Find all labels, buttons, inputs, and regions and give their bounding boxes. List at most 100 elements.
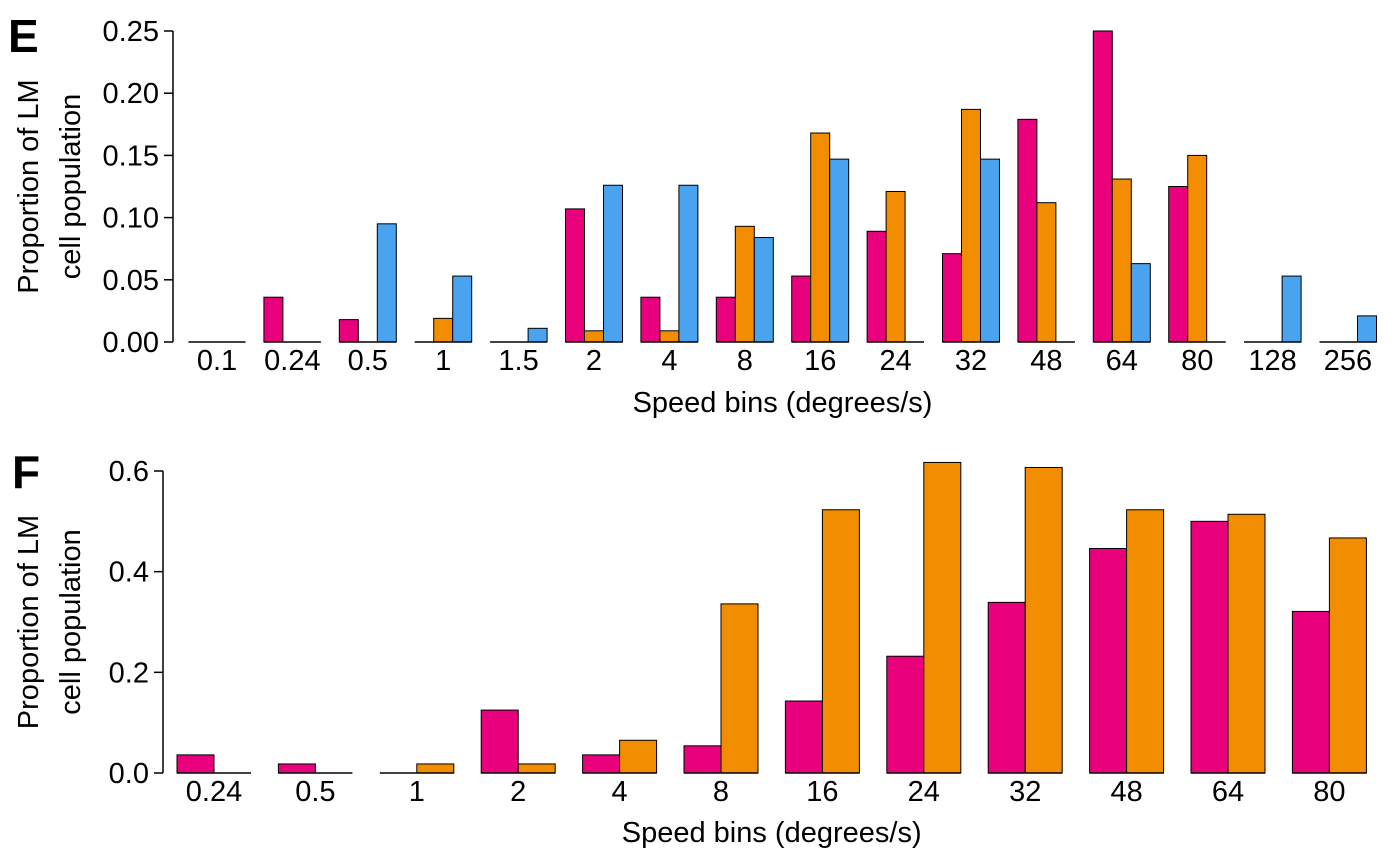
x-tick-label: 64 [1212,776,1244,808]
y-tick-label: 0.2 [109,657,149,689]
bar-80-series-2 [1328,537,1367,774]
bar-16-series-2 [810,132,831,343]
y-tick-label: 0.25 [103,16,159,48]
bar-80-series-1 [1168,186,1189,343]
bar-48-series-1 [1089,548,1128,774]
x-tick-label: 32 [955,345,987,377]
x-tick-label: 128 [1248,345,1296,377]
bar-32-series-1 [942,253,962,343]
bar-64-series-2 [1227,513,1266,774]
x-tick-label: 0.5 [348,345,388,377]
bar-16-series-2 [821,509,860,774]
bar-2-series-1 [480,709,519,774]
bar-8-series-2 [720,603,759,774]
x-tick-label: 32 [1009,776,1041,808]
bar-2-series-3 [603,184,623,343]
bar-0.24-series-1 [263,296,284,343]
bar-32-series-2 [1024,466,1063,774]
bar-16-series-1 [791,275,812,343]
x-tick-label: 2 [586,345,602,377]
bar-32-series-1 [987,601,1026,774]
bar-24-series-1 [866,230,887,343]
y-tick-label: 0.05 [103,265,159,297]
bar-8-series-1 [715,296,736,343]
bar-80-series-1 [1291,610,1330,774]
bar-0.5-series-3 [376,223,397,343]
bar-24-series-2 [923,461,962,774]
x-tick-label: 16 [804,345,836,377]
x-tick-label: 64 [1106,345,1138,377]
panel-letter: E [8,10,39,62]
x-tick-label: 0.24 [264,345,320,377]
x-tick-label: 48 [1030,345,1062,377]
bar-32-series-3 [980,158,1000,343]
y-tick-label: 0.15 [103,140,159,172]
x-axis-label: Speed bins (degrees/s) [622,817,922,849]
bar-24-series-2 [885,190,906,343]
bar-2-series-2 [517,763,556,774]
y-tick-label: 0.4 [109,557,149,589]
bar-8-series-1 [683,745,722,774]
y-tick-label: 0.00 [103,327,159,359]
bar-64-series-1 [1190,520,1229,774]
x-tick-label: 1 [435,345,451,377]
x-tick-label: 4 [612,776,628,808]
bar-48-series-2 [1036,202,1057,343]
bar-2-series-2 [584,330,604,343]
x-tick-label: 80 [1181,345,1213,377]
bar-4-series-2 [619,739,658,774]
bar-0.24-series-1 [176,754,215,774]
bar-16-series-1 [784,700,823,774]
x-tick-label: 48 [1110,776,1142,808]
bar-4-series-1 [582,754,621,774]
bar-2-series-1 [565,208,585,343]
bar-1-series-3 [452,275,473,343]
bar-4-series-1 [640,296,661,343]
x-tick-label: 1.5 [498,345,538,377]
x-tick-label: 0.5 [295,776,335,808]
bar-64-series-1 [1092,30,1113,343]
y-tick-label: 0.10 [103,203,159,235]
panel-letter: F [12,446,40,498]
bar-8-series-3 [753,237,774,343]
x-tick-label: 24 [908,776,940,808]
bar-1-series-2 [433,317,454,343]
panel-f-chart: F0.24 0.5 1 2 4 8 16 24 32 48 64 800.00.20.40.6Spee… [12,446,1367,849]
bar-0.5-series-1 [277,763,316,774]
bar-128-series-3 [1281,275,1302,343]
x-tick-label: 24 [879,345,911,377]
x-tick-label: 0.1 [197,345,237,377]
x-axis-label: Speed bins (degrees/s) [633,387,933,419]
x-tick-label: 8 [737,345,753,377]
bar-80-series-2 [1187,154,1208,343]
bar-1.5-series-3 [527,327,548,343]
x-tick-label: 0.24 [186,776,242,808]
y-tick-label: 0.0 [109,758,149,790]
y-axis-label: Proportion of LM [13,79,45,293]
y-axis-label: Proportion of LM [13,515,45,729]
x-tick-label: 80 [1313,776,1345,808]
x-tick-label: 256 [1324,345,1372,377]
panel-e-chart: E0.1 0.24 0.5 1 1.5 2 4 8 16 24 32 48 64 80 128 2560.00… [8,10,1377,419]
x-tick-label: 16 [806,776,838,808]
y-axis-label: cell population [55,94,87,279]
bar-8-series-2 [734,225,755,343]
bar-48-series-1 [1017,118,1038,343]
x-tick-label: 8 [713,776,729,808]
y-axis-label: cell population [55,529,87,714]
bar-32-series-2 [961,108,981,343]
bar-256-series-3 [1357,315,1377,343]
y-tick-label: 0.20 [103,78,159,110]
bar-64-series-3 [1130,263,1151,343]
x-tick-label: 2 [510,776,526,808]
bar-48-series-2 [1126,509,1165,774]
bar-64-series-2 [1111,178,1132,343]
bar-24-series-1 [886,655,925,774]
bar-4-series-2 [659,330,680,343]
bar-1-series-2 [416,763,455,774]
y-tick-label: 0.6 [109,456,149,488]
bar-4-series-3 [678,184,699,343]
bar-0.5-series-1 [338,319,359,343]
x-tick-label: 1 [409,776,425,808]
